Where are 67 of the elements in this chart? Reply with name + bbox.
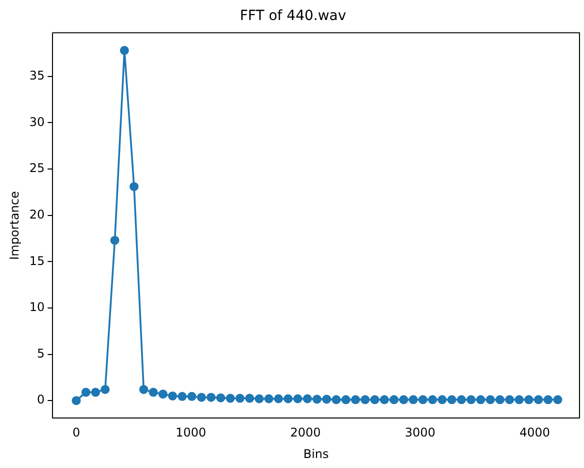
y-tick-label: 35 — [29, 68, 45, 82]
point — [360, 395, 370, 404]
point — [196, 392, 206, 402]
point — [302, 394, 312, 404]
point — [100, 384, 110, 394]
point — [370, 395, 380, 404]
y-tick-label: 0 — [37, 392, 45, 407]
point — [524, 395, 534, 404]
point — [438, 395, 447, 404]
point — [408, 395, 418, 404]
y-axis-title: Importance — [7, 191, 22, 260]
point — [120, 46, 129, 55]
point — [514, 395, 524, 404]
point — [110, 236, 120, 245]
y-tick-label: 20 — [29, 207, 45, 222]
x-tick-label: 2000 — [290, 426, 321, 440]
x-tick-label: 1000 — [176, 426, 206, 440]
point — [274, 394, 283, 404]
point — [380, 395, 389, 404]
point — [495, 395, 504, 404]
point — [399, 395, 408, 404]
y-tick-label: 10 — [29, 300, 45, 314]
point — [206, 392, 216, 402]
point — [226, 394, 235, 403]
point — [486, 395, 495, 404]
point — [544, 395, 553, 404]
x-tick-label: 0 — [72, 426, 80, 440]
point — [456, 395, 466, 404]
point — [390, 395, 399, 404]
point — [332, 395, 341, 404]
x-axis-title: Bins — [303, 446, 329, 461]
point — [178, 392, 187, 401]
point — [216, 393, 226, 402]
point — [553, 395, 562, 404]
point — [81, 388, 90, 397]
point — [139, 384, 148, 394]
point — [91, 388, 100, 397]
point — [351, 395, 360, 404]
point — [505, 395, 514, 404]
point — [447, 395, 456, 404]
point — [264, 394, 274, 404]
point — [534, 395, 543, 404]
point — [245, 394, 254, 403]
y-tick-label: 5 — [37, 346, 45, 360]
point — [322, 394, 332, 404]
point — [428, 395, 438, 404]
point — [284, 394, 293, 404]
point — [341, 395, 350, 404]
point — [130, 182, 139, 192]
point — [158, 390, 168, 399]
y-tick-label: 15 — [29, 254, 45, 268]
point — [168, 391, 178, 400]
x-tick-label: 4000 — [520, 426, 550, 440]
point — [187, 392, 196, 401]
chart-title: FFT of 440.wav — [240, 8, 346, 24]
point — [466, 395, 476, 404]
point — [476, 395, 486, 404]
point — [312, 394, 322, 404]
y-tick-label: 30 — [29, 114, 45, 129]
x-tick-label: 3000 — [404, 426, 436, 440]
y-tick-label: 25 — [29, 161, 45, 176]
point — [418, 395, 428, 404]
point — [235, 394, 244, 403]
point — [293, 394, 302, 404]
point — [148, 388, 158, 397]
point — [72, 396, 81, 406]
point — [254, 394, 264, 404]
